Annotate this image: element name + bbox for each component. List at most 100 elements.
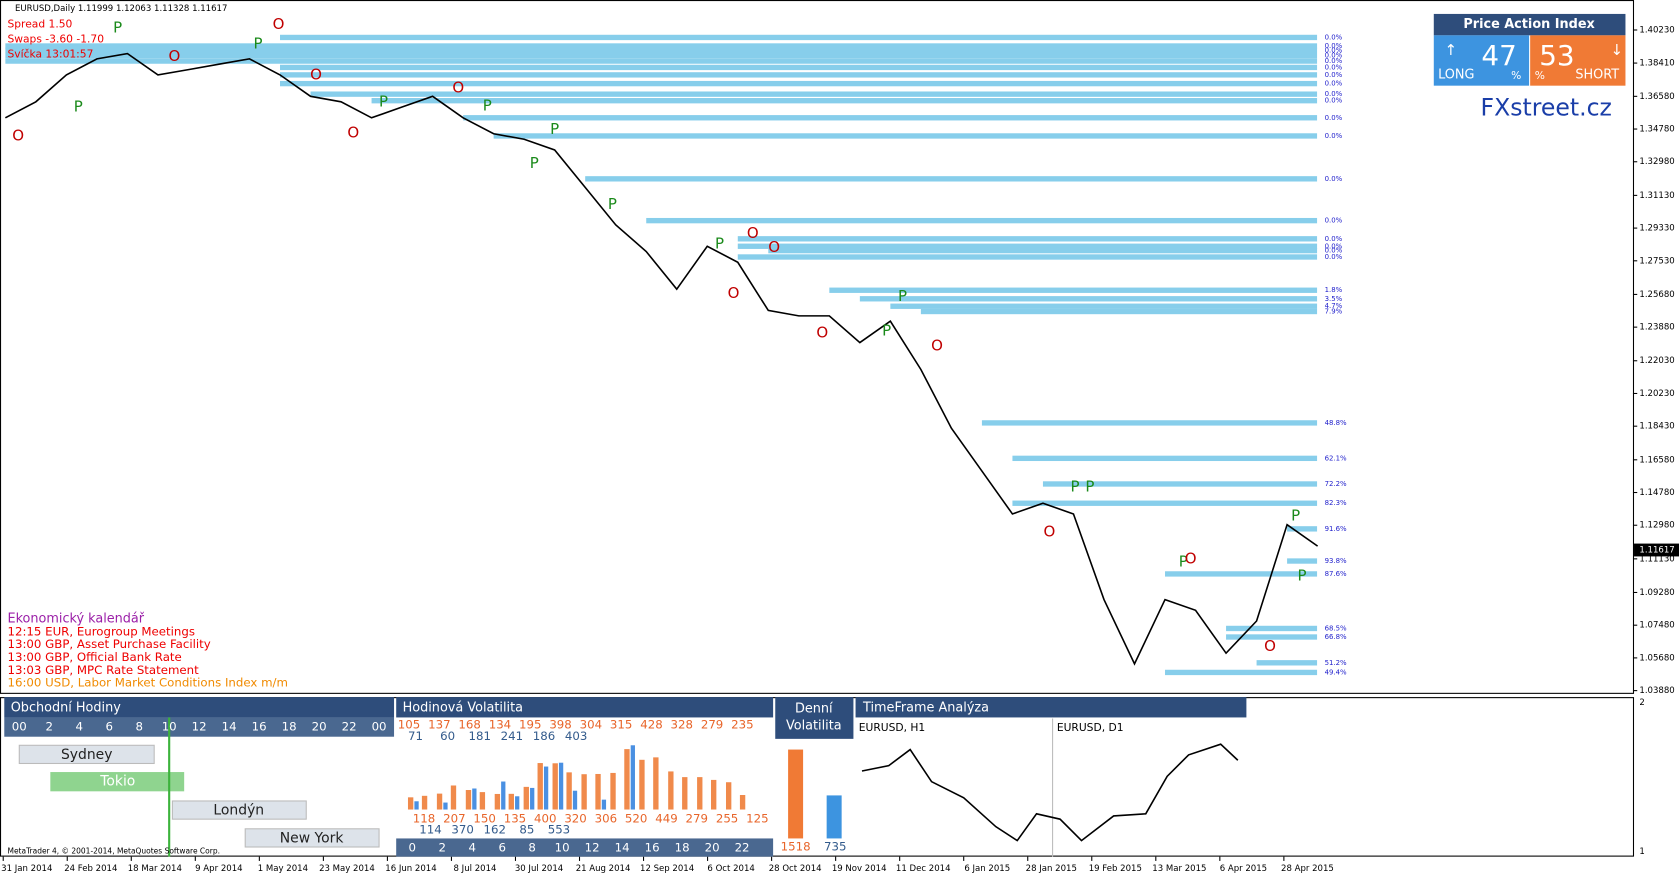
session-bar — [171, 800, 307, 820]
signal: O — [310, 65, 322, 83]
sub-tick-label: 2 — [1639, 698, 1644, 708]
level — [737, 236, 1318, 242]
level — [859, 296, 1318, 302]
timeframe-analysis: TimeFrame Analýza EURUSD, H1 EURUSD, D1 — [855, 697, 1247, 857]
signal: O — [1185, 549, 1197, 567]
short-unit: % — [1535, 69, 1545, 82]
hour-label: 8 — [135, 720, 143, 734]
hour-label: 16 — [645, 841, 660, 855]
hour-label: 4 — [75, 720, 83, 734]
session-bar — [18, 744, 155, 765]
level — [1256, 660, 1318, 666]
signal: O — [728, 284, 740, 302]
short-value: 53 — [1539, 39, 1574, 72]
x-tick-label: 6 Apr 2015 — [1220, 864, 1267, 874]
symbol-line: EURUSD,Daily 1.11999 1.12063 1.11328 1.1… — [15, 4, 227, 14]
x-tick-label: 24 Feb 2014 — [64, 864, 117, 874]
level — [1012, 455, 1318, 462]
volatility-label: 137 — [428, 717, 450, 731]
hour-label: 12 — [192, 720, 207, 734]
volatility-label: 71 — [408, 729, 423, 743]
level-label: 3.5% — [1325, 295, 1343, 303]
hour-label: 8 — [528, 841, 536, 855]
panel-title: Hodinová Volatilita — [403, 700, 523, 715]
volatility-label: 328 — [671, 717, 693, 731]
main-frame — [0, 0, 1635, 694]
volatility-label: 168 — [458, 717, 480, 731]
volatility-label: 449 — [655, 812, 677, 826]
hour-label: 22 — [342, 720, 357, 734]
calendar-event: 12:15 EUR, Eurogroup Meetings — [7, 624, 195, 638]
level — [1165, 571, 1318, 577]
volatility-bar — [653, 757, 659, 810]
level-label: 0.0% — [1325, 132, 1343, 140]
signal: O — [747, 224, 759, 242]
level-label: 93.8% — [1325, 557, 1347, 565]
session-bar — [50, 772, 185, 792]
signal: O — [452, 78, 464, 96]
panel-title: TimeFrame Analýza — [862, 700, 989, 715]
level — [5, 47, 1318, 54]
x-tick-label: 21 Aug 2014 — [576, 864, 631, 874]
level — [310, 91, 1318, 97]
volatility-bar — [530, 787, 535, 810]
level — [1287, 558, 1318, 564]
signal: P — [898, 287, 907, 305]
panel-header — [775, 697, 854, 739]
hour-label: 4 — [468, 841, 476, 855]
signal: O — [1043, 523, 1055, 541]
hour-label: 20 — [312, 720, 327, 734]
volatility-label: 428 — [640, 717, 662, 731]
level — [737, 243, 1318, 249]
level-label: 0.0% — [1325, 90, 1343, 98]
calendar-title: Ekonomický kalendář — [7, 611, 144, 626]
hour-label: 14 — [615, 841, 630, 855]
signal: P — [1085, 478, 1094, 496]
x-tick-label: 28 Jan 2015 — [1026, 864, 1077, 874]
volatility-bar — [501, 781, 506, 810]
long-label: LONG — [1438, 67, 1474, 82]
signal: P — [882, 321, 891, 339]
volatility-label: 400 — [534, 812, 556, 826]
level-label: 68.5% — [1325, 624, 1347, 632]
signal: P — [1070, 478, 1079, 496]
x-tick-label: 13 Mar 2015 — [1152, 864, 1206, 874]
panel-header — [4, 697, 395, 718]
level — [890, 303, 1318, 309]
volatility-label: 279 — [686, 812, 708, 826]
volatility-label: 235 — [731, 717, 753, 731]
volatility-label: 60 — [440, 729, 455, 743]
level — [5, 58, 1318, 64]
y-tick-label: 1.05680 — [1639, 653, 1674, 663]
hour-label: 2 — [438, 841, 446, 855]
y-tick-label: 1.29330 — [1639, 224, 1674, 234]
volatility-bar — [407, 797, 414, 810]
x-tick-label: 30 Jul 2014 — [515, 864, 563, 874]
daily-label: 1518 — [781, 840, 811, 854]
calendar-event: 13:00 GBP, Official Bank Rate — [7, 650, 181, 664]
level-label: 0.0% — [1325, 253, 1343, 261]
volatility-bar — [515, 796, 520, 810]
up-arrow: ↑ — [1444, 41, 1457, 59]
level-label: 7.9% — [1325, 308, 1343, 316]
level — [5, 43, 1318, 49]
level-label: 0.0% — [1325, 63, 1343, 71]
daily-volatility: Denní Volatilita 1518 735 — [775, 697, 854, 854]
volatility-bar — [697, 777, 703, 810]
level-label: 51.2% — [1325, 659, 1347, 667]
signal: O — [1264, 637, 1276, 655]
level — [1012, 500, 1318, 506]
y-tick-label: 1.23880 — [1639, 323, 1674, 333]
level — [371, 98, 1318, 104]
calendar-event: 16:00 USD, Labor Market Conditions Index… — [7, 676, 288, 690]
volatility-label: 255 — [716, 812, 738, 826]
signal: O — [12, 126, 24, 144]
level-label: 91.6% — [1325, 525, 1347, 533]
y-tick-label: 1.07480 — [1639, 621, 1674, 631]
signal: P — [113, 18, 122, 36]
volatility-bar — [450, 785, 457, 810]
price-action-panel: Price Action Index ↑ ↓ 47 % LONG 53 % SH… — [1433, 13, 1626, 122]
x-tick-label: 18 Mar 2014 — [128, 864, 182, 874]
